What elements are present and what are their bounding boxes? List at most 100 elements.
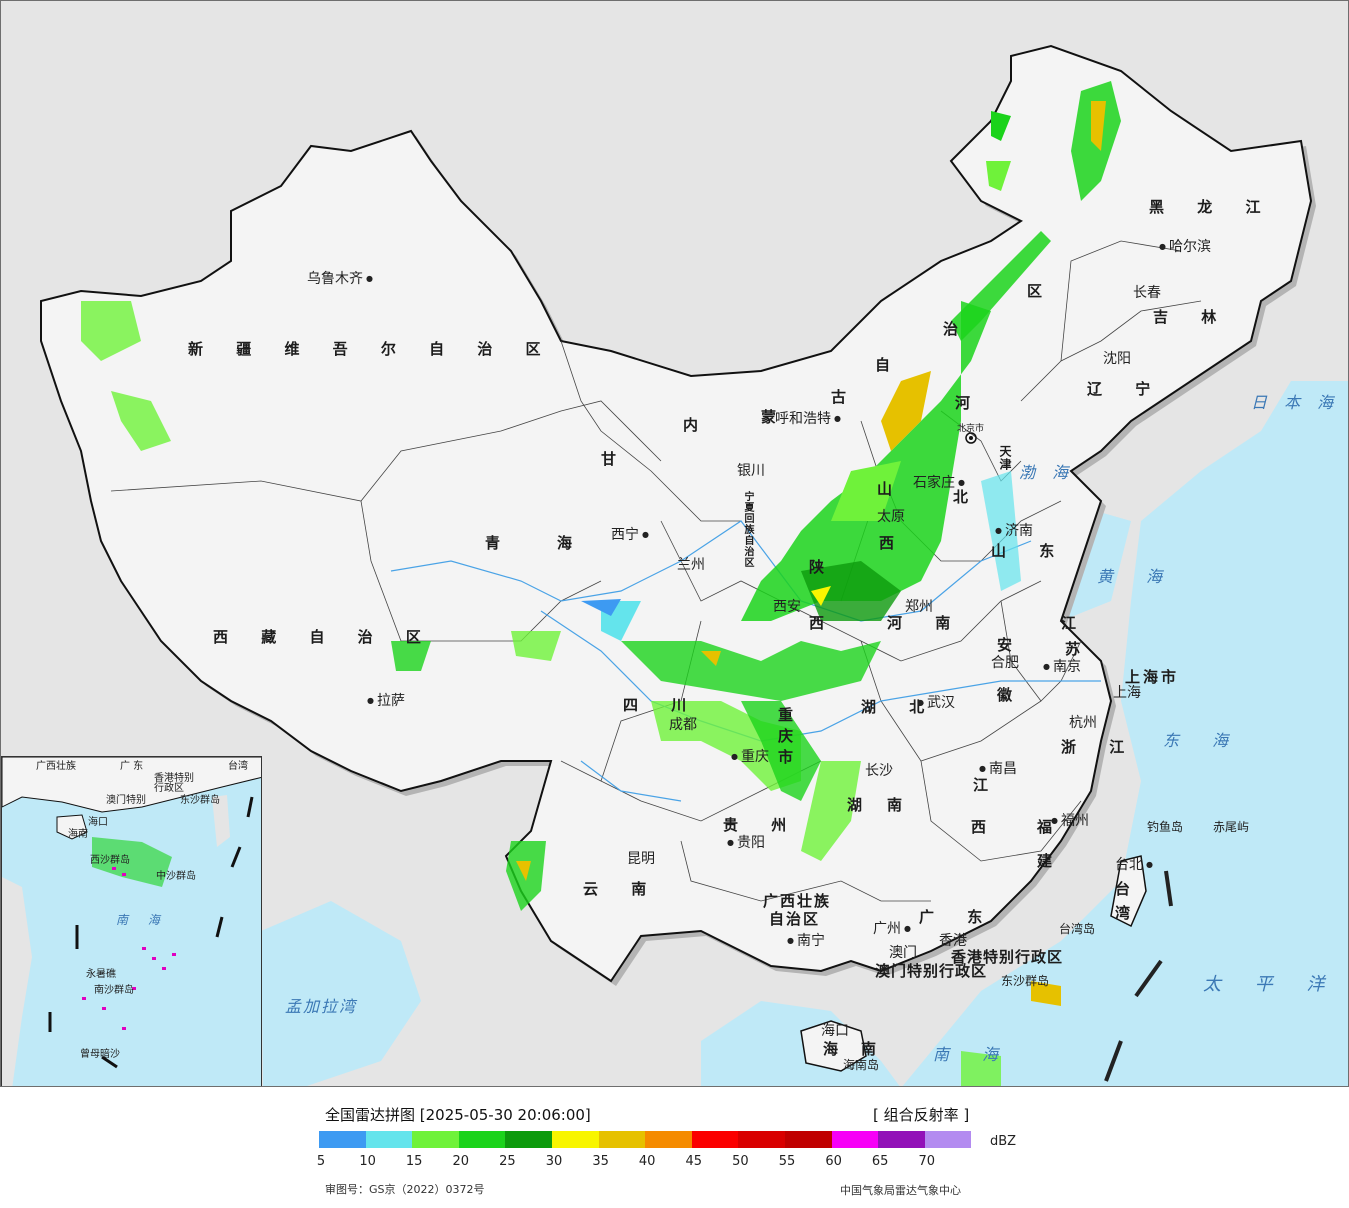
inset-label-hongkong: 香港特别 (154, 773, 194, 784)
city-guangzhou: 广州 (873, 921, 911, 937)
province-label-jiangsu-1: 江 (1061, 614, 1091, 632)
city-jinan: 济南 (995, 523, 1033, 539)
sea-label-bohai: 渤 海 (1019, 463, 1075, 482)
inset-label-zhongsha: 中沙群岛 (156, 871, 196, 882)
south-china-sea-inset: 广西壮族 广 东 台湾 澳门特别 香港特别 行政区 海口 海南 西沙群岛 中沙群… (1, 756, 262, 1086)
inset-label-macao: 澳门特别 (106, 795, 146, 806)
dbz-color-cell (458, 1131, 506, 1148)
inset-label-haikou: 海口 (88, 817, 108, 828)
dbz-tick-label: 40 (638, 1154, 656, 1169)
province-label-tibet: 西 藏 自 治 区 (213, 628, 435, 646)
data-source: 中国气象局雷达气象中心 (840, 1184, 961, 1197)
province-label-guangxi-2: 自治区 (769, 910, 821, 928)
sea-label-pacific: 太 平 洋 (1203, 974, 1339, 995)
city-macao: 澳门 (889, 945, 917, 961)
dbz-color-cell (738, 1131, 785, 1148)
province-label-qinghai-2: 海 (557, 534, 587, 552)
province-label-shaanxi-1: 陕 (809, 558, 839, 576)
dbz-tick-label: 10 (359, 1154, 376, 1169)
province-label-ningxia: 宁夏回族自治区 (742, 491, 753, 568)
city-kunming: 昆明 (627, 851, 655, 867)
city-harbin: 哈尔滨 (1159, 239, 1211, 255)
dbz-tick-label: 5 (316, 1154, 326, 1169)
dbz-tick-label: 65 (871, 1154, 889, 1169)
inset-label-region: 行政区 (154, 783, 184, 794)
inset-label-xisha: 西沙群岛 (90, 855, 130, 866)
city-changsha: 长沙 (865, 763, 893, 779)
province-label-shanxi-2: 西 (879, 534, 909, 552)
dbz-tick-label: 15 (405, 1154, 423, 1169)
province-label-guizhou: 贵 州 (723, 816, 801, 834)
inset-label-hainan: 海南 (68, 829, 88, 840)
province-label-jiangxi-1: 江 (973, 776, 1003, 794)
province-label-anhui-1: 安 (997, 636, 1027, 654)
inset-label-guangdong: 广 东 (120, 761, 144, 772)
province-label-beijing: 北京市 (957, 424, 985, 434)
map-review-number: 审图号：GS京（2022）0372号 (325, 1183, 485, 1196)
dbz-tick-label: 70 (918, 1154, 936, 1169)
city-wuhan: 武汉 (917, 695, 955, 711)
dbz-color-cell (691, 1131, 739, 1148)
city-shijiazhuang: 石家庄 (913, 475, 965, 491)
inset-label-dongsha: 东沙群岛 (180, 795, 220, 806)
province-label-liaoning: 辽 宁 (1087, 380, 1165, 398)
dbz-color-cell (505, 1131, 552, 1148)
city-yinchuan: 银川 (737, 463, 765, 479)
province-label-shanghai: 上海市 (1125, 668, 1180, 686)
province-label-taiwan-2: 湾 (1115, 904, 1145, 922)
sea-label-south: 南 海 (933, 1045, 1013, 1064)
province-label-hainan-1: 海 (823, 1040, 853, 1058)
city-hefei: 合肥 (991, 655, 1019, 671)
province-label-neimenggu-2: 蒙 (761, 408, 791, 426)
province-label-henan: 河 南 (887, 614, 965, 632)
province-label-hubei: 湖 北 (861, 698, 939, 716)
dbz-tick-label: 20 (452, 1154, 470, 1169)
city-urumqi: 乌鲁木齐 (307, 271, 373, 287)
city-changchun: 长春 (1133, 285, 1161, 301)
province-label-hongkong: 香港特别行政区 (951, 948, 1064, 966)
city-hangzhou: 杭州 (1069, 715, 1097, 731)
city-nanning: 南宁 (787, 933, 825, 949)
city-chengdu: 成都 (669, 717, 697, 733)
city-zhengzhou: 郑州 (905, 599, 933, 615)
province-label-guangxi-1: 广西壮族 (763, 892, 832, 910)
sea-label-yellow: 黄 海 (1097, 567, 1177, 586)
city-xian: 西安 (773, 599, 801, 615)
city-nanchang: 南昌 (979, 761, 1017, 777)
province-label-shandong: 山 东 (991, 542, 1069, 560)
province-label-shaanxi-2: 西 (809, 614, 839, 632)
province-label-neimenggu-4: 自 (875, 356, 905, 374)
inset-label-nanhai: 南 海 (116, 913, 168, 927)
province-label-fujian-1: 福 (1037, 818, 1067, 836)
dbz-color-scale (319, 1131, 972, 1148)
island-diaoyu: 钓鱼岛 (1147, 820, 1184, 834)
city-taipei: 台北 (1115, 857, 1153, 873)
inset-label-taiwan: 台湾 (228, 761, 248, 772)
province-label-jilin: 吉 林 (1153, 308, 1231, 326)
province-label-neimenggu-1: 内 (683, 416, 713, 434)
island-dongsha: 东沙群岛 (1001, 974, 1050, 988)
province-label-hunan-1: 湖 (847, 796, 877, 814)
province-label-hebei-1: 河 (955, 394, 985, 412)
dbz-color-cell (319, 1131, 366, 1148)
dbz-color-cell (645, 1131, 692, 1148)
island-taiwan: 台湾岛 (1059, 922, 1096, 936)
city-lanzhou: 兰州 (677, 557, 705, 573)
province-label-sichuan: 四 川 (623, 696, 701, 714)
dbz-color-cell (551, 1131, 599, 1148)
province-label-fujian-2: 建 (1037, 852, 1067, 870)
dbz-color-cell (598, 1131, 646, 1148)
province-label-neimenggu-3: 古 (831, 388, 861, 406)
city-hohhot: 呼和浩特 (775, 411, 841, 427)
sea-label-bengal: 孟加拉湾 (285, 997, 358, 1016)
dbz-color-cell (412, 1131, 459, 1148)
city-chongqing: 重庆 (731, 749, 769, 765)
city-shenyang: 沈阳 (1103, 351, 1131, 367)
legend-title: 全国雷达拼图 [2025-05-30 20:06:00] (325, 1106, 591, 1124)
province-label-anhui-2: 徽 (997, 686, 1027, 704)
legend-unit: dBZ (990, 1134, 1017, 1149)
city-xining: 西宁 (611, 527, 649, 543)
province-label-shanxi-1: 山 (877, 480, 907, 498)
dbz-color-cell (924, 1131, 972, 1148)
province-label-xinjiang: 新 疆 维 吾 尔 自 治 区 (188, 340, 555, 358)
